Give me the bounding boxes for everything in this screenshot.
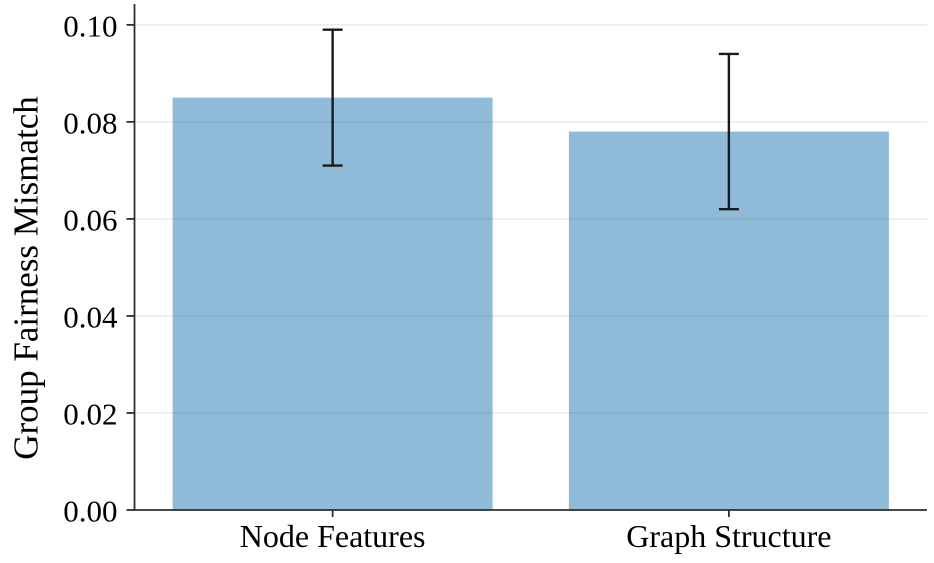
y-tick-label: 0.00	[63, 494, 117, 529]
x-tick-label: Node Features	[240, 518, 426, 554]
y-tick-label: 0.06	[63, 202, 117, 237]
x-tick-label: Graph Structure	[626, 518, 831, 554]
y-tick-label: 0.02	[63, 396, 117, 431]
y-tick-label: 0.10	[63, 8, 117, 43]
y-tick-label: 0.08	[63, 105, 117, 140]
y-tick-label: 0.04	[63, 299, 118, 334]
y-axis-label: Group Fairness Mismatch	[7, 96, 46, 460]
